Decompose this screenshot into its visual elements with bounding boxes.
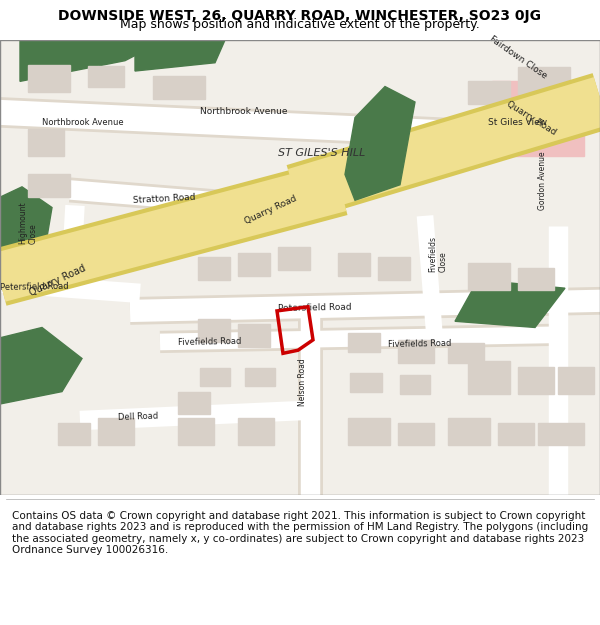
Bar [400, 375, 430, 394]
Bar [178, 392, 210, 414]
Bar [398, 340, 434, 362]
Bar [98, 419, 134, 446]
Text: Northbrook Avenue: Northbrook Avenue [42, 118, 124, 127]
Polygon shape [135, 40, 225, 71]
Bar [492, 81, 584, 156]
Text: Northbrook Avenue: Northbrook Avenue [200, 107, 287, 116]
Polygon shape [345, 86, 415, 200]
Bar [348, 419, 390, 446]
Bar [200, 368, 230, 386]
Bar [245, 368, 275, 386]
Text: Map shows position and indicative extent of the property.: Map shows position and indicative extent… [120, 18, 480, 31]
Bar [88, 66, 124, 86]
Text: Fivefields
Close: Fivefields Close [428, 236, 448, 272]
Bar [238, 324, 270, 347]
Bar [518, 268, 554, 290]
Text: Quarry Road: Quarry Road [243, 194, 298, 226]
Bar [348, 332, 380, 352]
Text: Dell Road: Dell Road [118, 411, 158, 421]
Bar [448, 343, 484, 362]
Bar [178, 419, 214, 446]
Text: Highmount
Close: Highmount Close [18, 201, 37, 244]
Polygon shape [0, 328, 82, 404]
Text: St Giles View: St Giles View [488, 118, 547, 127]
Bar [238, 253, 270, 276]
Bar [198, 319, 230, 342]
Bar [468, 81, 510, 104]
Text: Fairdown Close: Fairdown Close [488, 34, 549, 80]
Text: Contains OS data © Crown copyright and database right 2021. This information is : Contains OS data © Crown copyright and d… [12, 511, 588, 556]
Bar [28, 65, 70, 92]
Bar [238, 419, 274, 446]
Text: ST GILES'S HILL: ST GILES'S HILL [278, 148, 365, 158]
Text: Quarry Road: Quarry Road [28, 264, 88, 299]
Polygon shape [20, 40, 165, 81]
Text: Stratton Road: Stratton Road [133, 193, 196, 206]
Bar [28, 174, 70, 197]
Text: DOWNSIDE WEST, 26, QUARRY ROAD, WINCHESTER, SO23 0JG: DOWNSIDE WEST, 26, QUARRY ROAD, WINCHEST… [59, 9, 542, 22]
Bar [350, 373, 382, 392]
Text: Nelson Road: Nelson Road [298, 358, 307, 406]
Text: Fivefields Road: Fivefields Road [388, 339, 452, 349]
Bar [558, 367, 594, 394]
Bar [153, 76, 205, 99]
Text: Fivefields Road: Fivefields Road [178, 337, 242, 347]
Bar [28, 129, 64, 156]
Bar [538, 422, 584, 446]
Bar [518, 67, 570, 94]
Bar [58, 422, 90, 446]
Text: Quarry Road: Quarry Road [505, 99, 557, 137]
Bar [468, 361, 510, 394]
Bar [468, 263, 510, 290]
Bar [378, 257, 410, 280]
Polygon shape [455, 280, 565, 328]
Bar [338, 253, 370, 276]
Polygon shape [0, 187, 52, 269]
Bar [398, 422, 434, 446]
Bar [448, 419, 490, 446]
Bar [498, 422, 534, 446]
Text: Gordon Avenue: Gordon Avenue [538, 151, 547, 209]
Text: Petersfield Road: Petersfield Road [0, 282, 69, 292]
Bar [278, 247, 310, 269]
Bar [198, 257, 230, 280]
Bar [518, 367, 554, 394]
Text: Petersfield Road: Petersfield Road [278, 302, 352, 313]
